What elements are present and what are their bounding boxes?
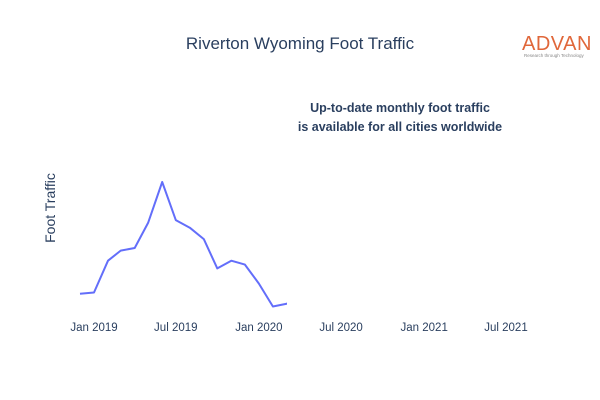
x-tick-label: Jan 2020 xyxy=(235,322,282,334)
plot-area xyxy=(79,181,314,308)
overlay-panel xyxy=(287,90,520,312)
series-line-0 xyxy=(79,181,314,308)
x-tick-label: Jul 2020 xyxy=(319,322,362,334)
annotation-line-1: Up-to-date monthly foot traffic xyxy=(310,101,490,115)
annotation-line-2: is available for all cities worldwide xyxy=(298,120,502,134)
x-axis-ticks: Jan 2019 Jul 2019 Jan 2020 Jul 2020 Jan 2021… xyxy=(70,322,527,334)
x-tick-label: Jul 2021 xyxy=(484,322,527,334)
x-tick-label: Jan 2019 xyxy=(70,322,117,334)
chart-title: Riverton Wyoming Foot Traffic xyxy=(186,34,415,53)
y-axis-label: Foot Traffic xyxy=(42,173,58,243)
x-tick-label: Jul 2019 xyxy=(154,322,197,334)
logo-tagline: Research through Technology xyxy=(524,53,584,58)
x-tick-label: Jan 2021 xyxy=(401,322,448,334)
logo-wordmark: ADVAN xyxy=(522,33,592,55)
advan-logo: ADVAN Research through Technology xyxy=(522,33,592,58)
